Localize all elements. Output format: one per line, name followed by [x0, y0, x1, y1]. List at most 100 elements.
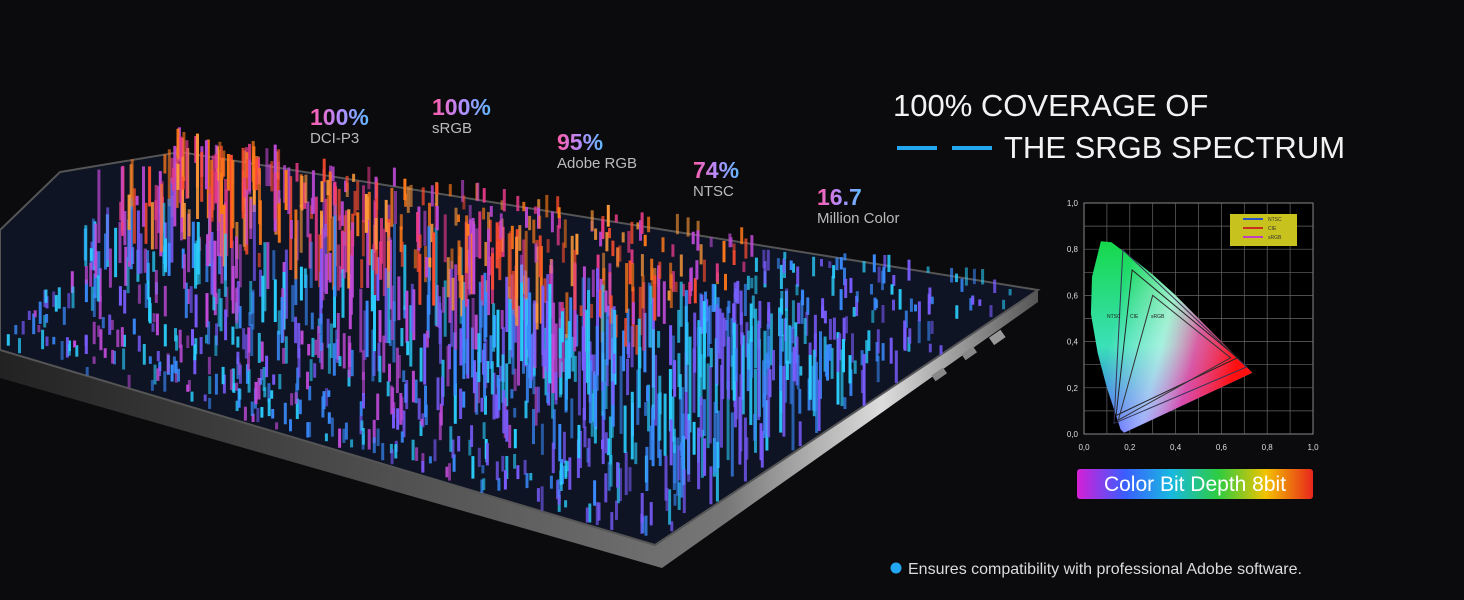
pixel-bar — [640, 493, 644, 523]
pixel-bar — [244, 334, 248, 359]
pixel-bar — [452, 454, 456, 472]
pixel-bar — [242, 177, 246, 198]
pixel-bar — [294, 316, 298, 344]
pixel-bar — [404, 193, 408, 207]
pixel-bar — [208, 397, 212, 409]
pixel-bar — [687, 420, 691, 482]
pixel-bar — [154, 270, 158, 303]
pixel-bar — [849, 277, 853, 293]
pixel-bar — [374, 218, 378, 250]
pixel-bar — [382, 335, 386, 373]
pixel-bar — [390, 187, 394, 227]
pixel-bar — [571, 336, 575, 372]
pixel-bar — [595, 502, 599, 525]
pixel-bar — [489, 335, 493, 369]
pixel-bar — [278, 374, 282, 390]
pixel-bar — [361, 350, 365, 380]
pixel-bar — [392, 408, 395, 429]
legend-label: CIE — [1268, 226, 1277, 232]
pixel-bar — [187, 209, 191, 237]
pixel-bar — [195, 240, 199, 285]
pixel-bar — [583, 426, 587, 448]
pixel-bar — [443, 280, 447, 337]
pixel-bar — [797, 302, 801, 324]
pixel-bar — [639, 220, 642, 241]
pixel-bar — [182, 202, 186, 240]
pixel-bar — [328, 252, 332, 283]
pixel-bar — [766, 323, 770, 364]
pixel-bar — [636, 222, 640, 230]
pixel-bar — [185, 140, 189, 199]
pixel-bar — [300, 176, 304, 211]
pixel-bar — [340, 230, 344, 273]
pixel-bar — [993, 279, 997, 293]
pixel-bar — [713, 284, 717, 312]
pixel-bar — [395, 347, 399, 393]
pixel-bar — [387, 264, 391, 344]
pixel-bar — [678, 374, 682, 400]
pixel-bar — [190, 391, 194, 402]
pixel-bar — [605, 305, 609, 366]
pixel-bar — [142, 166, 145, 227]
pixel-bar — [532, 219, 536, 244]
pixel-bar — [665, 488, 669, 511]
pixel-bar — [649, 502, 653, 526]
pixel-bar — [326, 190, 330, 281]
pixel-bar — [108, 314, 112, 335]
pixel-bar — [405, 290, 409, 343]
pixel-bar — [136, 210, 140, 274]
pixel-bar — [739, 290, 743, 325]
pixel-bar — [393, 223, 396, 322]
pixel-bar — [791, 352, 795, 451]
pixel-bar — [634, 442, 638, 465]
pixel-bar — [749, 303, 753, 342]
pixel-bar — [284, 170, 288, 210]
pixel-bar — [917, 301, 921, 322]
pixel-bar — [448, 184, 452, 197]
pixel-bar — [405, 380, 409, 410]
pixel-bar — [515, 229, 519, 240]
pixel-bar — [400, 396, 404, 421]
pixel-bar — [762, 360, 765, 408]
pixel-bar — [350, 439, 354, 448]
pixel-bar — [148, 356, 152, 364]
pixel-bar — [256, 408, 260, 423]
pixel-bar — [754, 308, 758, 369]
pixel-bar — [322, 158, 326, 183]
pixel-bar — [391, 387, 395, 414]
pixel-bar — [484, 395, 487, 415]
pixel-bar — [319, 313, 323, 351]
pixel-bar — [767, 302, 771, 322]
pixel-bar — [394, 444, 398, 459]
pixel-bar — [489, 206, 493, 217]
pixel-bar — [581, 326, 585, 371]
pixel-art — [6, 127, 1012, 536]
pixel-bar — [851, 333, 854, 363]
pixel-bar — [462, 391, 466, 408]
pixel-bar — [283, 402, 287, 425]
pixel-bar — [297, 348, 301, 378]
pixel-bar — [402, 410, 406, 438]
pixel-bar — [736, 280, 740, 304]
pixel-bar — [373, 295, 376, 352]
pixel-bar — [27, 310, 31, 320]
pixel-bar — [554, 323, 558, 400]
pixel-bar — [745, 437, 749, 460]
pixel-bar — [318, 234, 322, 288]
pixel-bar — [640, 254, 644, 277]
pixel-bar — [681, 443, 685, 466]
pixel-bar — [37, 325, 41, 333]
pixel-bar — [843, 253, 847, 261]
pixel-bar — [475, 371, 479, 415]
pixel-bar — [459, 328, 463, 366]
pixel-bar — [558, 328, 562, 359]
pixel-bar — [265, 355, 269, 378]
pixel-bar — [644, 515, 648, 536]
pixel-bar — [762, 249, 766, 269]
pixel-bar — [252, 204, 256, 281]
pixel-bar — [618, 245, 622, 262]
pixel-bar — [163, 285, 167, 317]
pixel-bar — [327, 412, 331, 424]
pixel-bar — [137, 335, 141, 352]
pixel-bar — [577, 351, 581, 416]
